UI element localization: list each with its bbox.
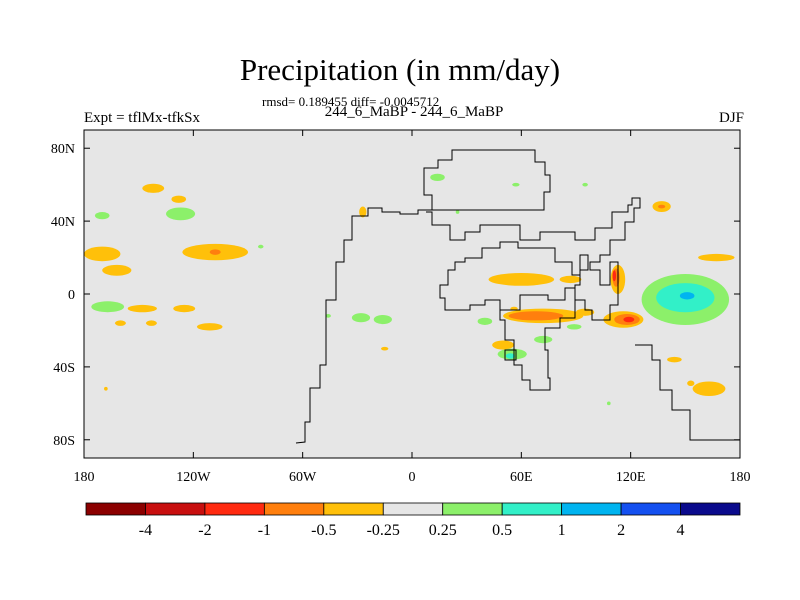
colorbar-swatch-2 (204, 502, 265, 516)
map-title: Precipitation (in mm/day) (239, 52, 561, 87)
anomaly-region-45 (492, 340, 515, 350)
anomaly-region-44 (534, 335, 553, 344)
anomaly-region-24 (455, 210, 460, 214)
colorbar-label-5: 0.25 (429, 522, 457, 539)
colorbar-label-1: -2 (198, 522, 211, 539)
x-tick-label-1: 120W (176, 470, 211, 485)
anomaly-region-0 (142, 183, 165, 193)
colorbar-swatch-6 (442, 502, 503, 516)
runs-label: 244_6_MaBP - 244_6_MaBP (324, 104, 504, 120)
colorbar-label-6: 0.5 (492, 522, 512, 539)
anomaly-region-29 (559, 275, 582, 284)
coastline-americas (295, 207, 426, 444)
colorbar-swatch-4 (323, 502, 384, 516)
anomaly-region-32 (612, 270, 617, 282)
anomaly-region-52 (606, 401, 611, 406)
colorbar-label-8: 2 (617, 522, 625, 539)
anomaly-region-8 (258, 244, 264, 249)
anomaly-region-7 (209, 249, 221, 255)
anomaly-region-23 (582, 182, 588, 187)
coastline-madagascar (504, 349, 517, 361)
anomaly-fields (84, 173, 735, 406)
anomaly-region-14 (196, 323, 223, 331)
anomaly-region-42 (623, 316, 635, 323)
anomaly-region-49 (667, 356, 682, 363)
anomaly-region-47 (505, 353, 515, 359)
anomaly-region-48 (477, 317, 493, 325)
coastline-eurasia (426, 197, 641, 321)
y-axis: 80N 40N 0 40S 80S (51, 142, 740, 449)
anomaly-region-27 (698, 253, 735, 262)
anomaly-region-2 (94, 212, 110, 220)
colorbar-label-0: -4 (139, 522, 152, 539)
anomaly-region-22 (512, 182, 520, 187)
colorbar-swatch-3 (263, 502, 325, 516)
colorbar-label-9: 4 (677, 522, 685, 539)
anomaly-region-38 (510, 306, 518, 311)
x-tick-label-5: 120E (616, 470, 646, 485)
map-background (84, 130, 740, 458)
anomaly-region-5 (102, 264, 132, 276)
anomaly-region-37 (508, 311, 564, 321)
x-tick-label-6: 180 (730, 470, 751, 485)
anomaly-region-17 (373, 314, 392, 325)
anomaly-region-35 (679, 292, 695, 300)
anomaly-region-20 (359, 206, 367, 218)
colorbar-swatch-7 (501, 502, 563, 516)
coastline-australia (635, 344, 740, 441)
anomaly-region-3 (166, 207, 196, 221)
colorbar-swatch-5 (382, 502, 444, 516)
colorbar-label-3: -0.5 (311, 522, 336, 539)
anomaly-region-50 (692, 381, 726, 397)
y-tick-label-1: 40N (51, 215, 75, 230)
colorbar-label-4: -0.25 (367, 522, 400, 539)
anomaly-region-26 (658, 204, 666, 209)
x-tick-label-3: 0 (409, 470, 416, 485)
colorbar-swatch-0 (85, 502, 146, 516)
coastlines (295, 149, 740, 444)
colorbar-swatch-9 (620, 502, 681, 516)
x-tick-label-0: 180 (74, 470, 95, 485)
anomaly-region-9 (91, 301, 125, 313)
anomaly-region-11 (173, 304, 196, 313)
colorbar: -4 -2 -1 -0.5 -0.25 0.25 0.5 1 2 4 (85, 502, 741, 539)
colorbar-swatch-1 (145, 502, 206, 516)
anomaly-region-10 (127, 304, 157, 313)
anomaly-region-28 (488, 273, 555, 286)
colorbar-swatch-8 (561, 502, 622, 516)
coastline-africa (439, 241, 589, 391)
x-tick-label-4: 60E (510, 470, 533, 485)
x-axis: 180 120W 60W 0 60E 120E 180 (74, 130, 751, 485)
stats-line: rmsd= 0.189455 diff= -0.0045712 (262, 94, 440, 109)
anomaly-region-51 (687, 380, 695, 387)
anomaly-region-43 (566, 324, 582, 330)
anomaly-region-13 (145, 320, 157, 326)
y-tick-label-2: 0 (68, 288, 75, 303)
anomaly-region-21 (430, 173, 445, 182)
anomaly-region-1 (171, 195, 187, 203)
season-label: DJF (718, 110, 744, 126)
colorbar-label-7: 1 (558, 522, 566, 539)
anomaly-region-12 (114, 320, 126, 326)
anomaly-region-4 (84, 246, 121, 262)
y-tick-label-3: 40S (53, 361, 75, 376)
y-tick-label-0: 80N (51, 142, 75, 157)
experiment-label: Expt = tflMx-tfkSx (84, 110, 200, 126)
anomaly-region-19 (381, 346, 389, 351)
x-tick-label-2: 60W (289, 470, 317, 485)
anomaly-region-16 (351, 313, 371, 323)
anomaly-region-15 (104, 386, 108, 391)
y-tick-label-4: 80S (53, 434, 75, 449)
coastline-greenland (423, 149, 551, 211)
colorbar-label-2: -1 (258, 522, 271, 539)
colorbar-swatch-10 (680, 502, 741, 516)
anomaly-region-18 (325, 314, 331, 318)
